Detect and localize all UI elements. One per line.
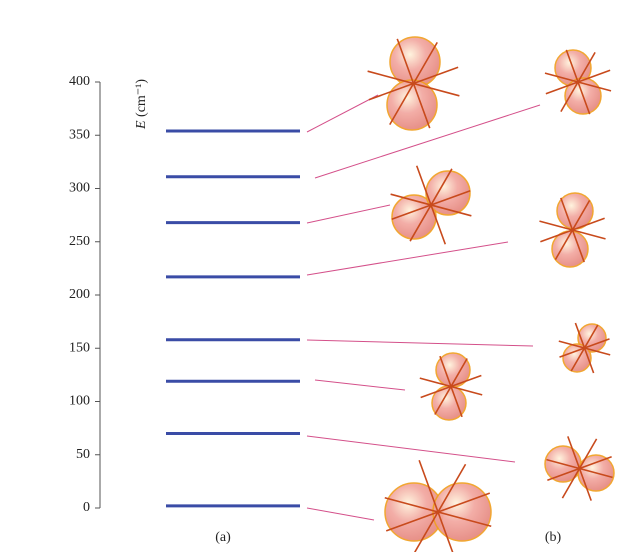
orbital — [368, 37, 460, 130]
y-axis-label: E (cm⁻¹) — [134, 79, 149, 130]
connector — [315, 380, 405, 390]
connectors — [307, 95, 540, 520]
orbital — [545, 50, 611, 114]
y-label-symbol: E — [134, 120, 149, 130]
y-tick-label: 200 — [69, 287, 90, 302]
orbital — [539, 193, 605, 267]
y-tick-label: 100 — [69, 394, 90, 409]
orbital — [545, 436, 614, 500]
connector — [307, 508, 374, 520]
panel-label: (b) — [545, 530, 562, 545]
y-label-unit: (cm⁻¹) — [134, 79, 149, 117]
y-tick-label: 150 — [69, 340, 90, 355]
lobe — [433, 483, 491, 541]
y-tick-label: 50 — [76, 447, 90, 462]
y-tick-label: 300 — [69, 181, 90, 196]
orbital — [385, 460, 491, 552]
orbitals — [368, 37, 614, 552]
lobe — [557, 193, 593, 229]
lobe — [552, 231, 588, 267]
y-tick-label: 0 — [83, 500, 90, 515]
orbital — [420, 353, 482, 420]
connector — [307, 95, 378, 132]
connector — [307, 340, 533, 346]
connector — [307, 205, 390, 223]
orbital — [559, 323, 610, 373]
orbital — [391, 166, 472, 245]
panel-label: (a) — [215, 530, 231, 545]
y-tick-label: 400 — [69, 74, 90, 89]
chart: E (cm⁻¹) (a) (b) 0 50 100 150 200 250 300 350 40… — [0, 0, 625, 552]
y-tick-label: 250 — [69, 234, 90, 249]
connector — [307, 242, 508, 275]
connector — [307, 436, 515, 462]
y-tick-label: 350 — [69, 127, 90, 142]
